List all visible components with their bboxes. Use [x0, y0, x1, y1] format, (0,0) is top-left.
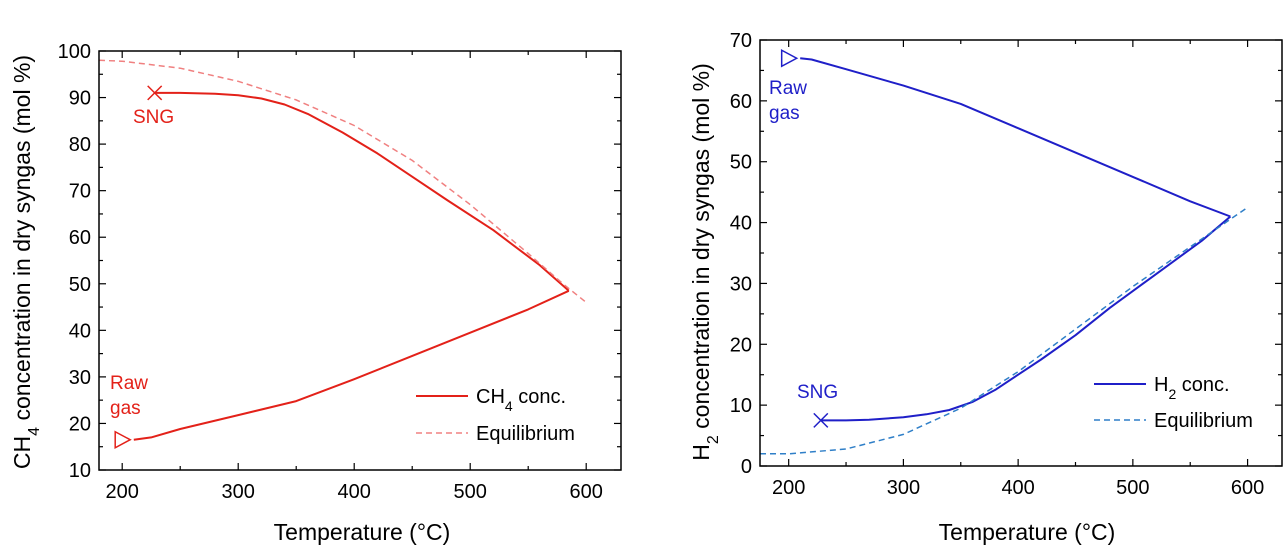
h2-y-tick-label: 0 [741, 456, 752, 478]
h2-y-tick-label: 30 [730, 273, 752, 295]
ch4-legend: CH4 conc. Equilibrium [416, 386, 575, 445]
h2-x-tick-label: 500 [1116, 477, 1149, 499]
ch4-y-tick-label: 100 [58, 41, 91, 63]
chart-ch4: CH4 concentration in dry syngas (mol %) … [9, 41, 622, 545]
ch4-conc-line-0 [133, 289, 570, 441]
h2-y-tick-label: 60 [730, 91, 752, 113]
ch4-y-tick-label: 50 [69, 274, 91, 296]
h2-y-tick-label: 50 [730, 152, 752, 174]
h2-legend-label-conc: H2 conc. [1154, 374, 1230, 402]
h2-x-tick-label: 300 [887, 477, 920, 499]
ch4-y-tick-label: 40 [69, 320, 91, 342]
ch4-y-axis-title: CH4 concentration in dry syngas (mol %) [9, 55, 43, 469]
ch4-ticks: 200 300 400 500 600 10 20 30 40 50 60 70 80 90 100 [58, 41, 621, 503]
ch4-x-tick-label: 300 [222, 481, 255, 503]
h2-legend: H2 conc. Equilibrium [1094, 374, 1253, 432]
ch4-annotation-raw-gas-line2: gas [110, 398, 141, 419]
h2-plot-frame [759, 39, 1283, 467]
ch4-x-tick-label: 500 [454, 481, 487, 503]
h2-x-tick-label: 200 [772, 477, 805, 499]
ch4-y-tick-label: 90 [69, 88, 91, 110]
ch4-y-tick-label: 70 [69, 181, 91, 203]
h2-plot-layer [760, 49, 1249, 455]
ch4-equilibrium-line [98, 59, 587, 303]
ch4-legend-label-conc: CH4 conc. [476, 386, 566, 414]
ch4-plot-layer [98, 59, 587, 449]
h2-annotation-raw-gas-line2: gas [769, 103, 800, 124]
ch4-y-tick-label: 10 [69, 460, 91, 482]
h2-conc-line-0 [800, 57, 1231, 218]
h2-sng-marker-stroke-b [813, 412, 829, 428]
h2-raw-gas-marker [780, 49, 799, 68]
ch4-x-tick-label: 200 [106, 481, 139, 503]
ch4-y-tick-label: 60 [69, 227, 91, 249]
h2-annotation-raw-gas-line1: Raw [769, 78, 807, 99]
h2-equilibrium-line [760, 206, 1249, 455]
h2-legend-label-eq: Equilibrium [1154, 410, 1253, 432]
ch4-sng-marker [147, 85, 163, 101]
h2-sng-marker [813, 412, 829, 428]
ch4-raw-gas-marker [114, 430, 132, 449]
h2-x-tick-label: 600 [1231, 477, 1264, 499]
ch4-x-axis-title: Temperature (°C) [274, 519, 451, 545]
h2-y-axis-title: H2 concentration in dry syngas (mol %) [688, 63, 722, 461]
ch4-y-tick-label: 30 [69, 367, 91, 389]
h2-ticks: 200 300 400 500 600 0 10 20 30 40 50 60 70 [730, 30, 1282, 499]
ch4-legend-label-eq: Equilibrium [476, 423, 575, 445]
chart-h2: H2 concentration in dry syngas (mol %) T… [688, 30, 1283, 545]
ch4-x-tick-label: 400 [338, 481, 371, 503]
h2-x-axis-title: Temperature (°C) [939, 519, 1116, 545]
ch4-y-tick-label: 20 [69, 413, 91, 435]
ch4-annotation-sng: SNG [133, 107, 174, 128]
h2-y-tick-label: 40 [730, 213, 752, 235]
ch4-y-tick-label: 80 [69, 134, 91, 156]
h2-y-tick-label: 70 [730, 30, 752, 52]
ch4-annotation-raw-gas-line1: Raw [110, 373, 148, 394]
ch4-conc-line-1 [154, 91, 570, 292]
h2-conc-line-1 [820, 215, 1232, 422]
ch4-sng-marker-stroke-b [147, 85, 163, 101]
h2-y-tick-label: 20 [730, 334, 752, 356]
h2-x-tick-label: 400 [1001, 477, 1034, 499]
h2-y-tick-label: 10 [730, 395, 752, 417]
ch4-x-tick-label: 600 [570, 481, 603, 503]
h2-annotation-sng: SNG [797, 382, 838, 403]
